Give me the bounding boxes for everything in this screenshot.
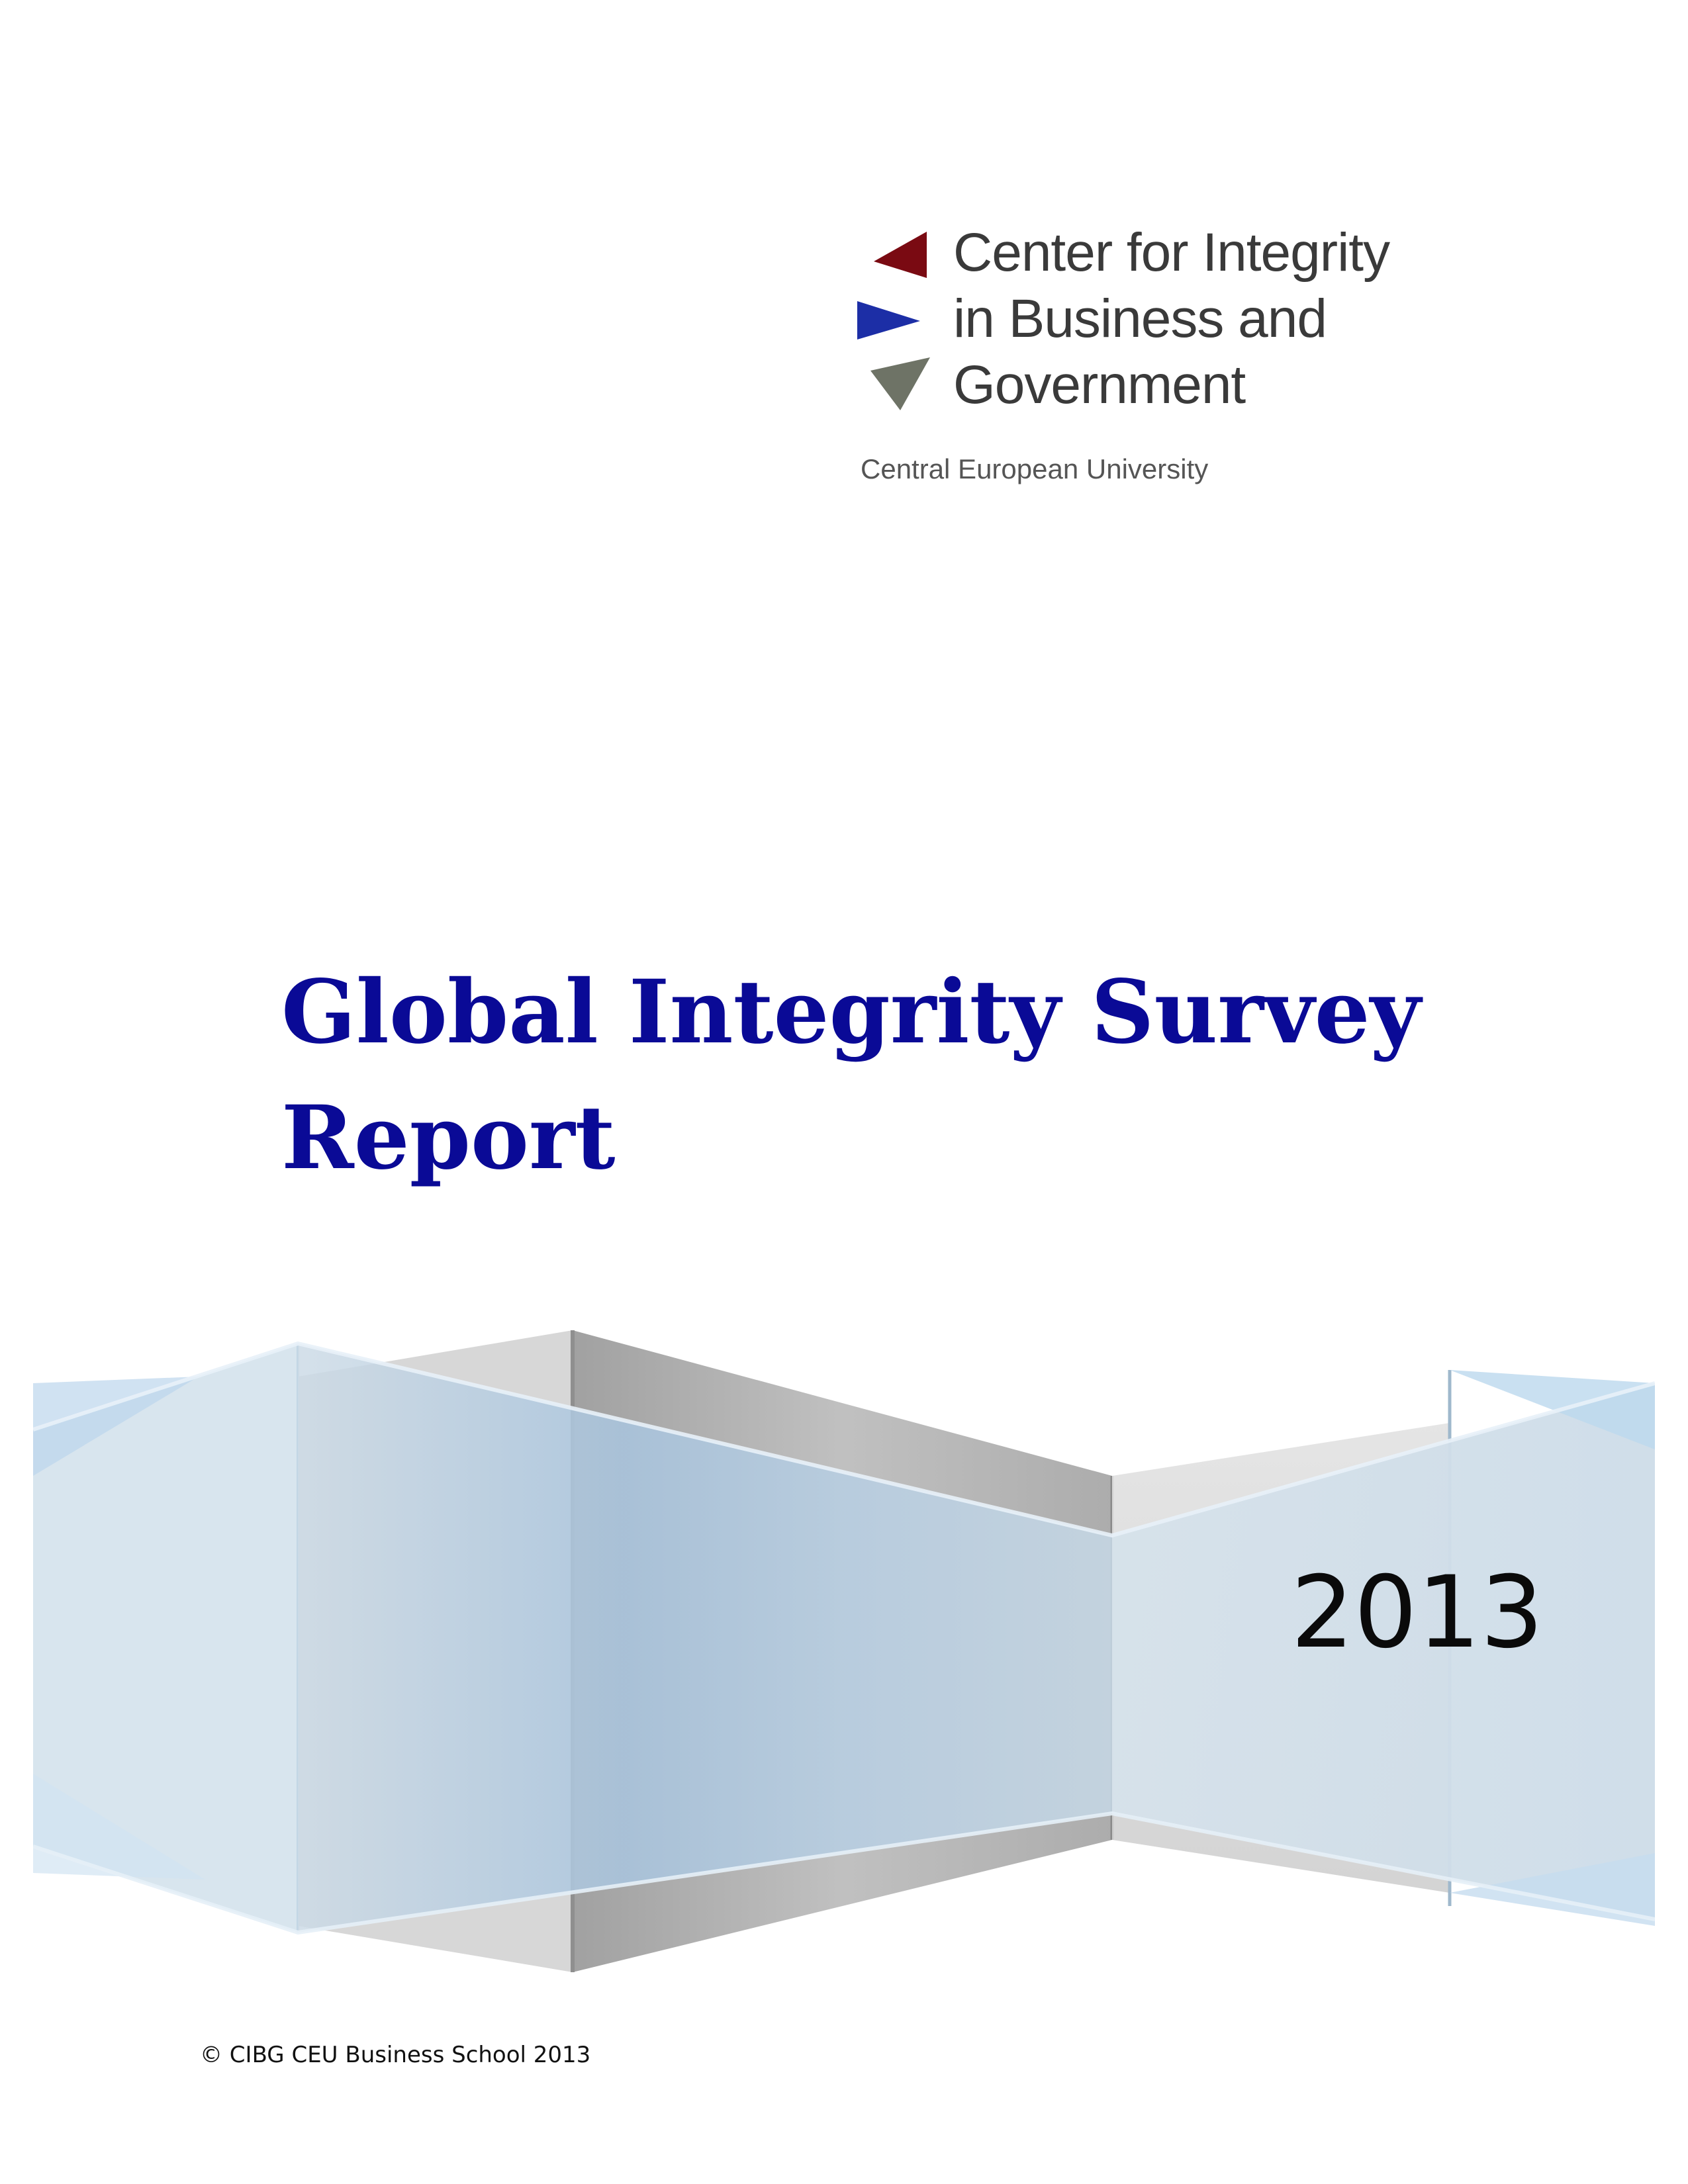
red-triangle-icon <box>874 232 927 278</box>
logo-line-2: in Business and <box>953 289 1327 349</box>
blue-triangle-icon <box>857 301 920 340</box>
copyright-footer: © CIBG CEU Business School 2013 <box>200 2042 591 2068</box>
report-title: Global Integrity Survey Report <box>281 950 1473 1201</box>
report-year: 2013 <box>1291 1555 1544 1670</box>
logo-line-3: Government <box>953 355 1246 415</box>
logo-subtitle: Central European University <box>861 453 1209 484</box>
logo-line-1: Center for Integrity <box>953 222 1390 283</box>
decorative-ribbon-graphic <box>33 1330 1655 1972</box>
report-title-line-1: Global Integrity Survey <box>281 961 1421 1064</box>
cibg-logo: Center for Integrity in Business and Gov… <box>854 218 1450 496</box>
report-title-line-2: Report <box>281 1087 616 1189</box>
grey-triangle-icon <box>870 357 930 410</box>
